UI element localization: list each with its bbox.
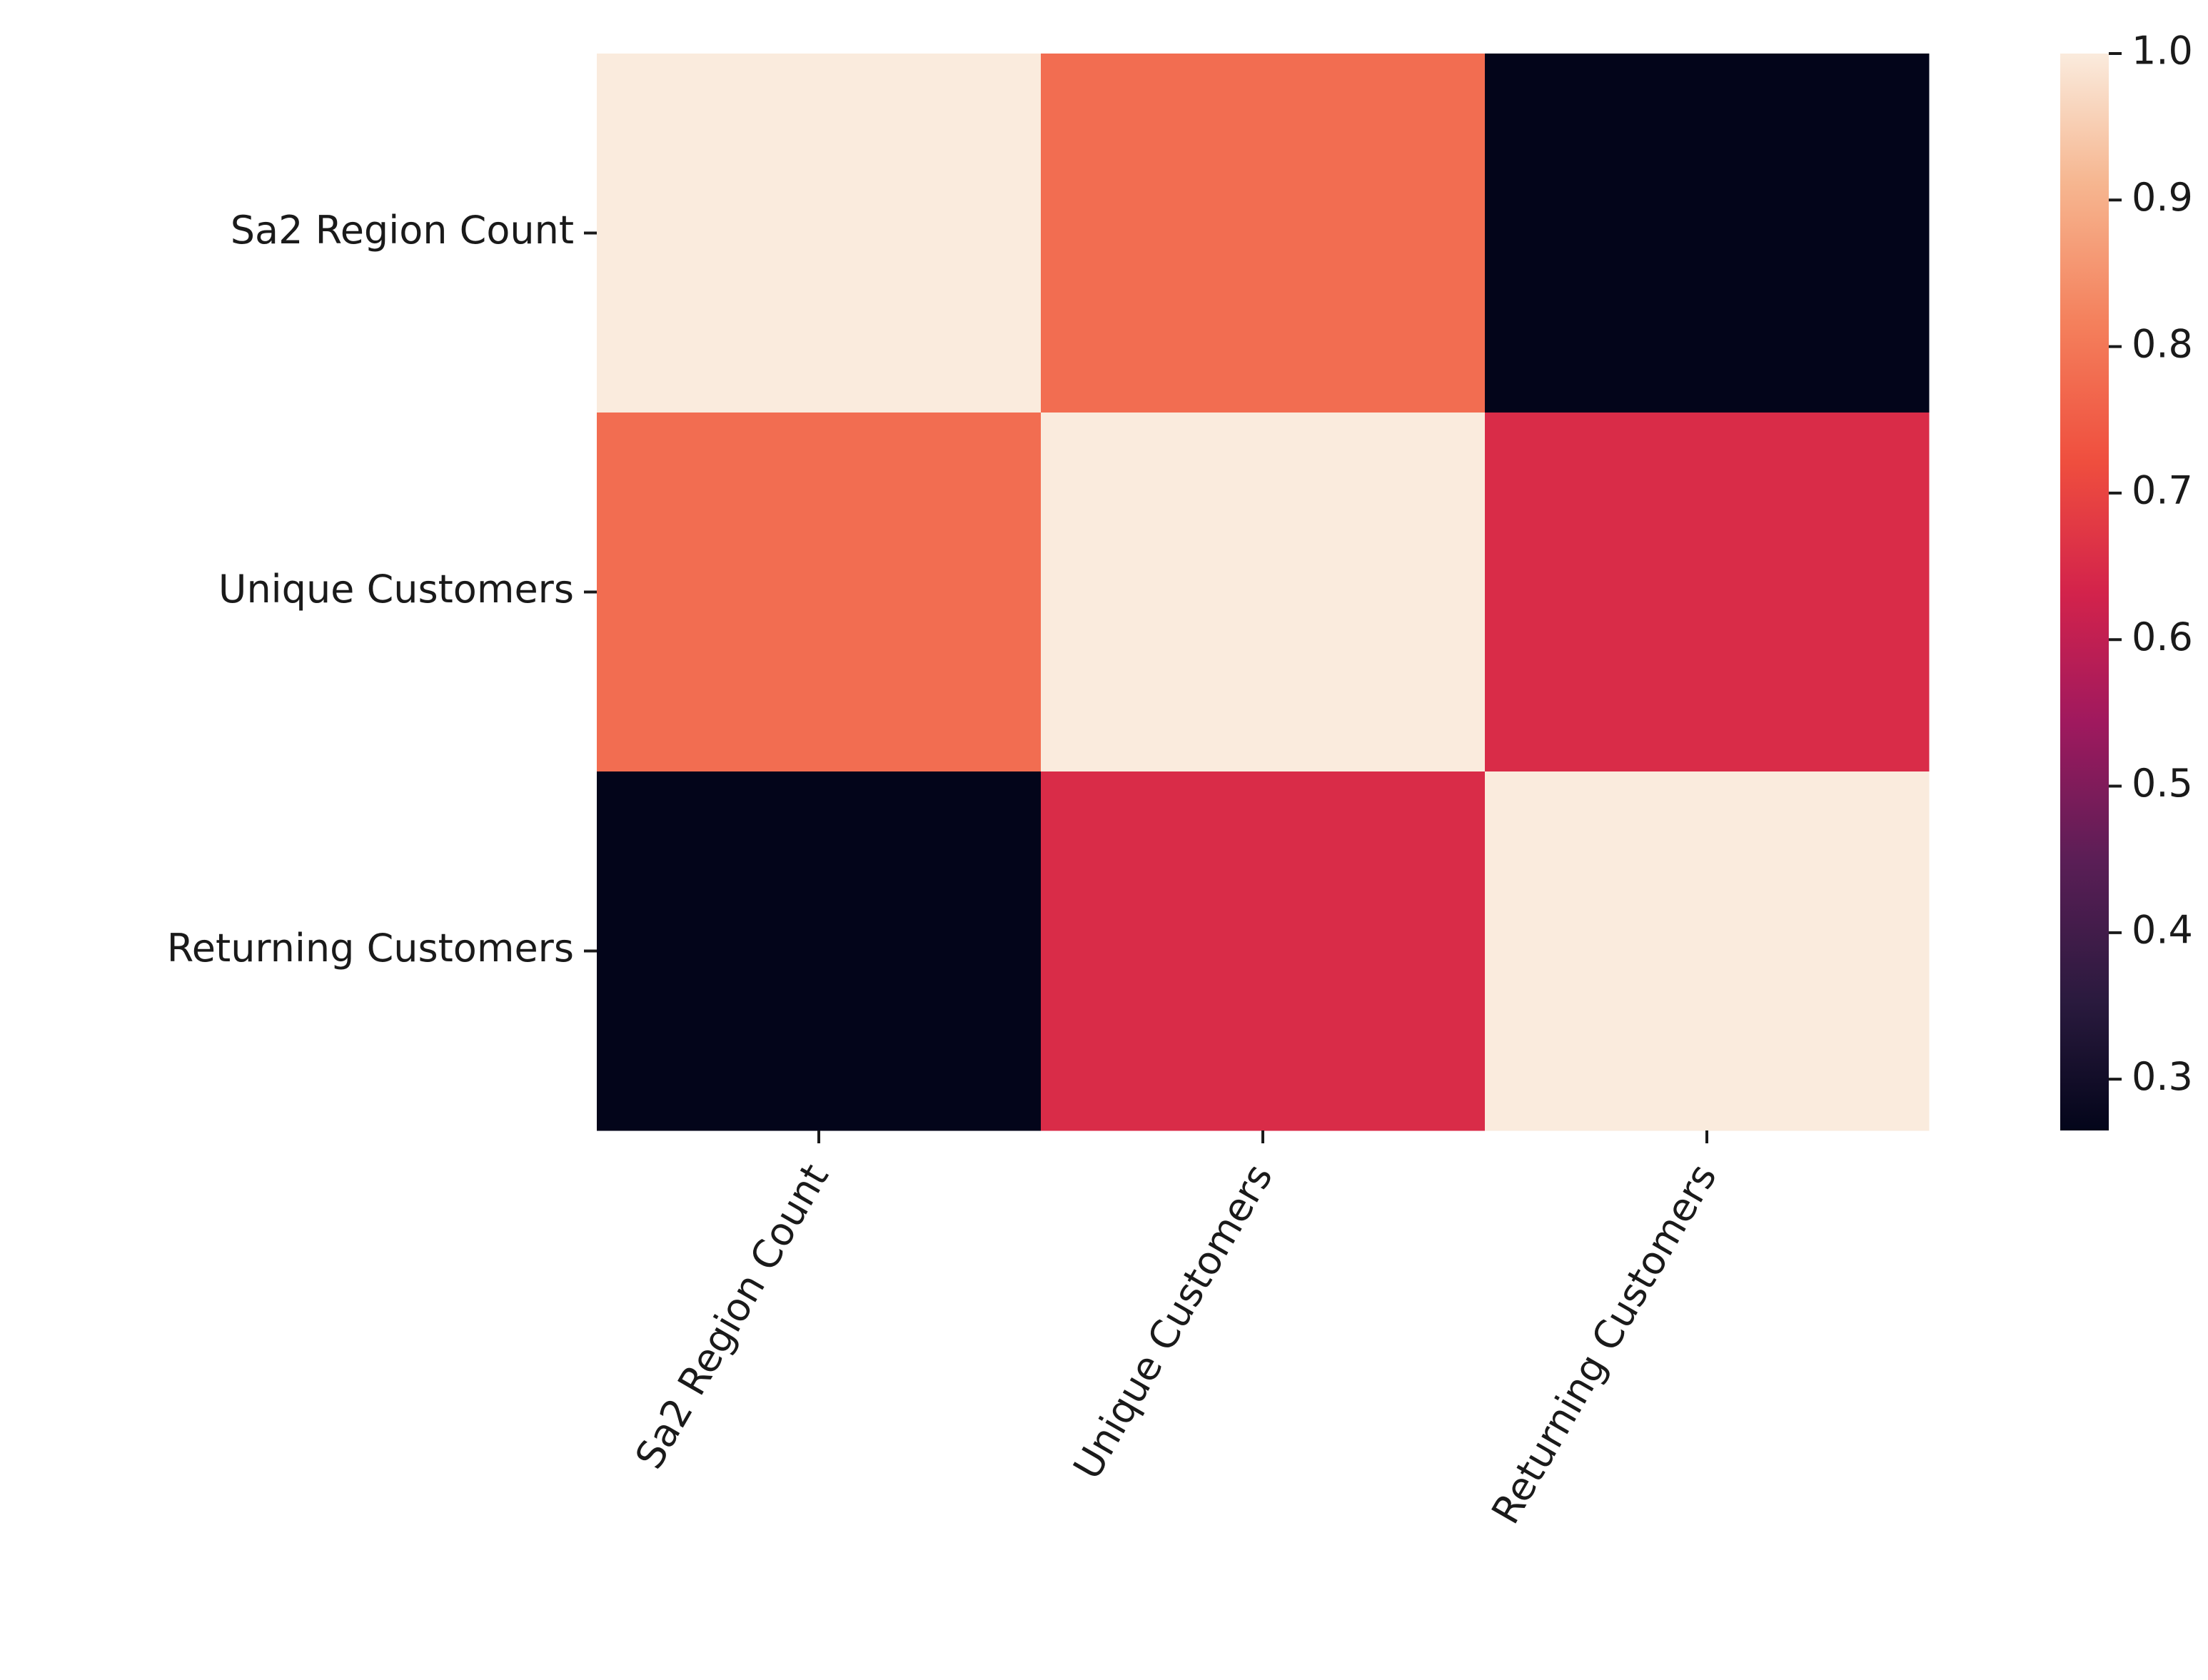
heatmap-cell-r0-c1 [1041, 54, 1486, 413]
x-tick-label-0: Sa2 Region Count [627, 1156, 837, 1476]
colorbar-tick-label-4: 0.6 [2132, 614, 2193, 659]
colorbar-tick-label-2: 0.8 [2132, 321, 2193, 366]
heatmap-cell-r2-c0 [597, 771, 1042, 1131]
colorbar-ticks: 1.0 0.9 0.8 0.7 0.6 0.5 0.4 0.3 [2109, 29, 2193, 1099]
heatmap-cell-r2-c1 [1041, 771, 1486, 1131]
heatmap-cell-r0-c2 [1485, 54, 1930, 413]
y-tick-label-0: Sa2 Region Count [231, 208, 574, 253]
y-tick-label-1: Unique Customers [218, 567, 574, 612]
colorbar-tick-label-3: 0.7 [2132, 468, 2193, 513]
colorbar-tick-label-1: 0.9 [2132, 175, 2193, 220]
x-tick-label-2: Returning Customers [1483, 1156, 1725, 1531]
x-tick-label-1: Unique Customers [1064, 1156, 1281, 1487]
heatmap-cells [597, 54, 1930, 1131]
y-tick-label-2: Returning Customers [167, 926, 574, 971]
x-axis-ticks: Sa2 Region Count Unique Customers Returnin… [627, 1130, 1725, 1532]
heatmap-cell-r1-c2 [1485, 413, 1930, 772]
colorbar-tick-label-7: 0.3 [2132, 1054, 2193, 1099]
heatmap-cell-r1-c0 [597, 413, 1042, 772]
heatmap-cell-r2-c2 [1485, 771, 1930, 1131]
colorbar-tick-label-6: 0.4 [2132, 907, 2193, 952]
heatmap-cell-r1-c1 [1041, 413, 1486, 772]
colorbar-tick-label-5: 0.5 [2132, 761, 2193, 806]
colorbar-tick-label-0: 1.0 [2132, 29, 2193, 74]
heatmap-cell-r0-c0 [597, 54, 1042, 413]
y-axis-ticks: Sa2 Region Count Unique Customers Returnin… [167, 208, 597, 971]
colorbar [2060, 54, 2109, 1130]
